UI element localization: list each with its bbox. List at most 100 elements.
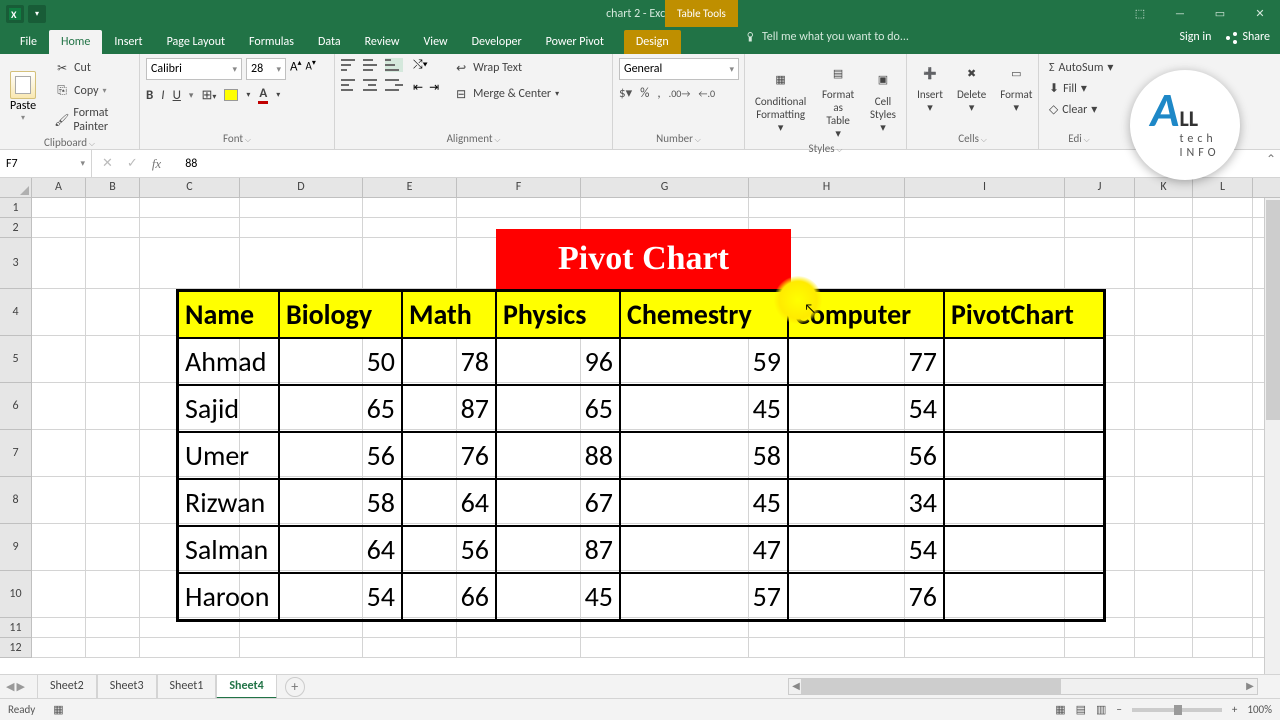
- increase-font-icon[interactable]: A▴: [290, 58, 302, 80]
- tab-view[interactable]: View: [412, 30, 460, 54]
- vertical-scrollbar[interactable]: [1264, 198, 1280, 674]
- view-pagelayout-icon[interactable]: ▤: [1076, 703, 1086, 716]
- horizontal-scrollbar[interactable]: ◀ ▶: [788, 678, 1258, 695]
- table-cell[interactable]: [944, 526, 1104, 573]
- col-header-K[interactable]: K: [1135, 178, 1193, 197]
- table-cell[interactable]: 56: [788, 432, 944, 479]
- cancel-formula-icon[interactable]: ✕: [102, 156, 113, 171]
- align-right-icon[interactable]: [385, 78, 403, 92]
- decrease-font-icon[interactable]: A▾: [306, 58, 316, 80]
- table-cell[interactable]: 56: [402, 526, 496, 573]
- table-cell[interactable]: [944, 338, 1104, 385]
- table-cell[interactable]: 56: [279, 432, 402, 479]
- enter-formula-icon[interactable]: ✓: [127, 156, 138, 171]
- percent-button[interactable]: %: [640, 86, 649, 101]
- hscroll-thumb[interactable]: [801, 679, 1061, 694]
- tab-design[interactable]: Design: [624, 30, 681, 54]
- font-size-combo[interactable]: 28▾: [246, 58, 286, 80]
- table-cell[interactable]: 76: [788, 573, 944, 620]
- sheet-tab[interactable]: Sheet4: [216, 674, 276, 699]
- italic-button[interactable]: I: [161, 88, 164, 103]
- table-cell[interactable]: 45: [496, 573, 620, 620]
- row-header-7[interactable]: 7: [0, 430, 32, 477]
- row-header-3[interactable]: 3: [0, 238, 32, 289]
- clear-button[interactable]: ◇Clear▾: [1045, 100, 1113, 119]
- col-header-B[interactable]: B: [86, 178, 140, 197]
- align-center-icon[interactable]: [363, 78, 381, 92]
- table-cell[interactable]: Haroon: [178, 573, 279, 620]
- tell-me-search[interactable]: Tell me what you want to do...: [745, 30, 909, 44]
- table-cell[interactable]: 59: [620, 338, 788, 385]
- tab-review[interactable]: Review: [353, 30, 412, 54]
- sheet-tab[interactable]: Sheet3: [97, 674, 157, 699]
- tab-home[interactable]: Home: [49, 30, 102, 54]
- cell-styles-button[interactable]: ▣Cell Styles▾: [866, 65, 900, 136]
- table-cell[interactable]: Rizwan: [178, 479, 279, 526]
- font-name-combo[interactable]: Calibri▾: [146, 58, 242, 80]
- formula-input[interactable]: 88: [171, 157, 197, 171]
- col-header-I[interactable]: I: [905, 178, 1065, 197]
- table-cell[interactable]: 50: [279, 338, 402, 385]
- align-top-icon[interactable]: [341, 58, 359, 72]
- currency-button[interactable]: $▾: [619, 86, 632, 101]
- cut-button[interactable]: ✂Cut: [50, 58, 133, 78]
- sign-in-link[interactable]: Sign in: [1179, 30, 1211, 44]
- col-header-J[interactable]: J: [1065, 178, 1135, 197]
- table-cell[interactable]: 64: [279, 526, 402, 573]
- inc-indent-icon[interactable]: ⇥: [429, 80, 439, 95]
- table-header[interactable]: Biology: [279, 291, 402, 338]
- row-header-2[interactable]: 2: [0, 218, 32, 238]
- table-cell[interactable]: 87: [402, 385, 496, 432]
- maximize-button[interactable]: ▭: [1200, 0, 1240, 27]
- table-header[interactable]: Math: [402, 291, 496, 338]
- delete-cells-button[interactable]: ✖Delete▾: [953, 58, 990, 116]
- zoom-level[interactable]: 100%: [1247, 703, 1272, 716]
- merge-center-button[interactable]: ⊟Merge & Center▾: [449, 84, 563, 104]
- name-box[interactable]: F7▾: [0, 150, 92, 177]
- table-cell[interactable]: 58: [620, 432, 788, 479]
- ribbon-mode-icon[interactable]: ⬚: [1120, 0, 1160, 27]
- table-header[interactable]: Physics: [496, 291, 620, 338]
- paste-button[interactable]: Paste ▾: [6, 69, 40, 125]
- tab-file[interactable]: File: [8, 30, 49, 54]
- table-cell[interactable]: 65: [279, 385, 402, 432]
- cells-area[interactable]: Pivot ChartNameBiologyMathPhysicsChemest…: [32, 198, 1280, 658]
- zoom-in-button[interactable]: +: [1232, 703, 1237, 716]
- comma-button[interactable]: ,: [657, 86, 660, 101]
- row-header-9[interactable]: 9: [0, 524, 32, 571]
- table-cell[interactable]: 58: [279, 479, 402, 526]
- table-cell[interactable]: 78: [402, 338, 496, 385]
- align-middle-icon[interactable]: [363, 58, 381, 72]
- sheet-tab[interactable]: Sheet2: [37, 674, 97, 699]
- select-all-corner[interactable]: [0, 178, 32, 197]
- table-cell[interactable]: 54: [279, 573, 402, 620]
- worksheet-grid[interactable]: ABCDEFGHIJKL 123456789101112 Pivot Chart…: [0, 178, 1280, 674]
- fx-icon[interactable]: fx: [152, 156, 161, 172]
- tab-insert[interactable]: Insert: [102, 30, 154, 54]
- table-cell[interactable]: 76: [402, 432, 496, 479]
- table-cell[interactable]: [944, 432, 1104, 479]
- table-cell[interactable]: 87: [496, 526, 620, 573]
- tab-power-pivot[interactable]: Power Pivot: [534, 30, 616, 54]
- row-header-10[interactable]: 10: [0, 571, 32, 618]
- format-cells-button[interactable]: ▭Format▾: [996, 58, 1036, 116]
- table-cell[interactable]: 34: [788, 479, 944, 526]
- table-cell[interactable]: 96: [496, 338, 620, 385]
- table-cell[interactable]: 57: [620, 573, 788, 620]
- table-cell[interactable]: 67: [496, 479, 620, 526]
- table-header[interactable]: Name: [178, 291, 279, 338]
- row-header-12[interactable]: 12: [0, 638, 32, 658]
- table-cell[interactable]: [944, 385, 1104, 432]
- autosum-button[interactable]: ΣAutoSum▾: [1045, 58, 1113, 77]
- tab-developer[interactable]: Developer: [460, 30, 534, 54]
- tab-page-layout[interactable]: Page Layout: [155, 30, 237, 54]
- table-header[interactable]: PivotChart: [944, 291, 1104, 338]
- col-header-H[interactable]: H: [749, 178, 905, 197]
- wrap-text-button[interactable]: ↩Wrap Text: [449, 58, 563, 78]
- fill-button[interactable]: ⬇Fill▾: [1045, 79, 1113, 98]
- row-header-8[interactable]: 8: [0, 477, 32, 524]
- conditional-formatting-button[interactable]: ▦Conditional Formatting▾: [751, 65, 810, 136]
- table-cell[interactable]: [944, 573, 1104, 620]
- collapse-ribbon-icon[interactable]: ⌃: [1266, 152, 1276, 167]
- copy-button[interactable]: ⎘Copy▾: [50, 81, 133, 101]
